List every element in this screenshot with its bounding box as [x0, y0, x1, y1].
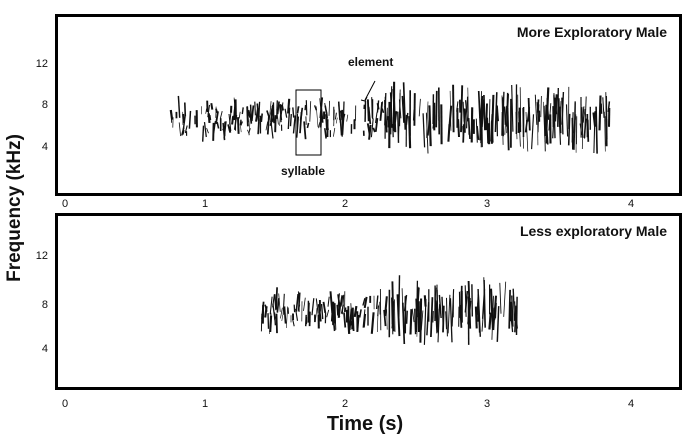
x-tick-2-top: 2 — [341, 198, 349, 210]
panel-more-exploratory: More Exploratory Male — [55, 14, 682, 196]
x-tick-1-top: 1 — [201, 198, 209, 210]
x-tick-0-top: 0 — [61, 198, 69, 210]
y-tick-4-top: 4 — [41, 141, 48, 153]
panel-title-top: More Exploratory Male — [516, 24, 667, 40]
x-tick-3-bottom: 3 — [483, 398, 491, 410]
x-tick-4-bottom: 4 — [627, 398, 635, 410]
y-tick-8-top: 8 — [41, 99, 48, 111]
x-tick-3-top: 3 — [483, 198, 491, 210]
x-tick-2-bottom: 2 — [341, 398, 349, 410]
x-axis-label: Time (s) — [326, 413, 404, 435]
x-tick-1-bottom: 1 — [201, 398, 209, 410]
element-label: element — [348, 55, 394, 69]
y-tick-12-bottom: 12 — [35, 250, 48, 262]
x-tick-0-bottom: 0 — [61, 398, 69, 410]
syllable-label: syllable — [281, 164, 326, 178]
y-tick-4-bottom: 4 — [41, 343, 48, 355]
x-tick-4-top: 4 — [627, 198, 635, 210]
panel-title-bottom: Less exploratory Male — [519, 223, 667, 239]
panel-less-exploratory: Less exploratory Male — [55, 213, 682, 390]
y-tick-12-top: 12 — [35, 58, 48, 70]
y-tick-8-bottom: 8 — [41, 299, 48, 311]
